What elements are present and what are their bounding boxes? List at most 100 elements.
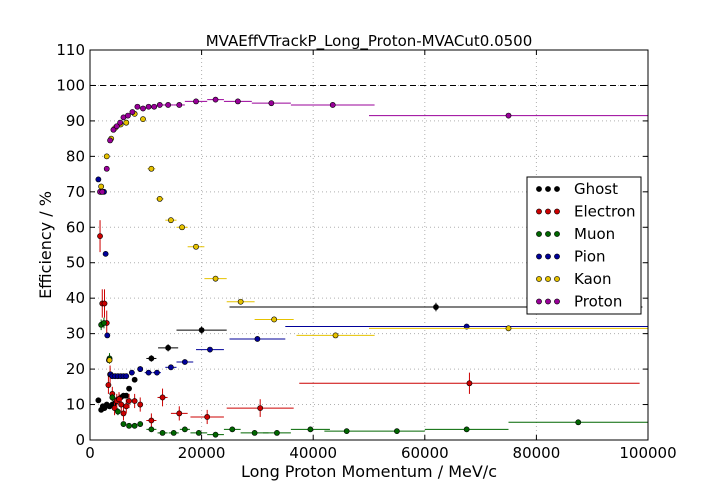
proton-point <box>113 123 120 130</box>
ghost-point <box>126 385 132 392</box>
kaon-point <box>140 116 146 123</box>
legend-marker-pion <box>536 253 542 260</box>
muon-point <box>393 428 400 435</box>
ghost-point <box>148 355 155 362</box>
electron-point <box>105 382 112 388</box>
muon-point <box>463 426 470 433</box>
electron-point <box>118 401 125 408</box>
electron-point <box>120 410 127 417</box>
muon-point <box>115 408 121 415</box>
legend-marker-muon <box>536 231 542 237</box>
legend-marker-kaon <box>536 276 542 282</box>
muon-point <box>159 430 166 436</box>
legend-entry-kaon: Kaon <box>536 270 611 288</box>
ghost-point <box>131 376 138 383</box>
legend: Ghost Electron Muon Pion Kaon Proton <box>526 176 642 315</box>
proton-point <box>107 137 113 144</box>
x-tick-label: 0 <box>85 444 95 462</box>
electron-point <box>101 300 108 307</box>
electron-point <box>148 417 155 424</box>
plot-frame <box>89 49 649 441</box>
x-tick-label: 40000 <box>289 444 337 462</box>
electron-point <box>137 401 144 408</box>
ghost-point <box>123 392 130 399</box>
pion-point <box>128 369 135 376</box>
legend-marker-electron <box>554 208 560 215</box>
proton-point <box>145 103 152 110</box>
proton-point <box>505 112 512 119</box>
proton-point <box>110 126 117 133</box>
kaon-point <box>156 196 163 202</box>
proton-point <box>134 103 141 110</box>
muon-point <box>212 431 219 438</box>
electron-point <box>97 233 103 240</box>
y-tick-label: 70 <box>66 183 85 201</box>
legend-marker-pion <box>545 253 551 260</box>
axis-ticks: 0 20000 40000 60000 80000 100000 0 10 20 30 40 50 60… <box>56 41 676 462</box>
muon-point <box>343 428 350 435</box>
x-tick-label: 60000 <box>401 444 449 462</box>
proton-point <box>156 102 163 108</box>
muon-point <box>307 426 314 433</box>
ghost-point <box>433 304 439 310</box>
kaon-point <box>103 153 110 160</box>
y-tick-label: 100 <box>56 76 85 94</box>
legend-marker-muon <box>554 231 560 237</box>
muon-point <box>131 422 138 429</box>
muon-point <box>137 421 144 427</box>
ghost-point <box>95 397 102 404</box>
proton-point <box>103 165 110 172</box>
y-tick-label: 50 <box>66 254 85 272</box>
kaon-point <box>123 119 130 126</box>
pion-point <box>254 336 261 342</box>
legend-marker-electron <box>545 208 551 215</box>
pion-point <box>181 359 188 365</box>
pion-point <box>95 176 102 183</box>
muon-point <box>195 430 202 436</box>
electron-point <box>131 398 138 404</box>
legend-entry-ghost: Ghost <box>536 180 618 198</box>
series-muon <box>98 317 648 438</box>
kaon-point <box>271 316 278 323</box>
pion-point <box>207 346 213 353</box>
y-tick-label: 0 <box>75 431 85 449</box>
kaon-point <box>505 325 512 332</box>
y-tick-label: 60 <box>66 218 85 236</box>
proton-point <box>117 119 124 126</box>
proton-point <box>140 105 146 112</box>
legend-marker-electron <box>536 208 542 215</box>
electron-point <box>176 410 183 417</box>
kaon-point <box>179 224 185 231</box>
pion-point <box>104 332 111 339</box>
pion-point <box>123 373 130 380</box>
pion-point <box>154 369 160 376</box>
x-tick-label: 20000 <box>178 444 226 462</box>
legend-entry-pion: Pion <box>536 248 606 266</box>
proton-point <box>151 103 158 110</box>
proton-point <box>99 188 106 195</box>
y-tick-label: 40 <box>66 289 85 307</box>
muon-point <box>251 430 258 436</box>
y-axis-label: Efficiency / % <box>36 191 55 299</box>
legend-entry-electron: Electron <box>536 203 636 221</box>
series-proton <box>97 96 648 195</box>
legend-marker-ghost <box>536 186 542 192</box>
proton-point <box>176 102 183 108</box>
kaon-point <box>212 275 219 282</box>
legend-label-electron: Electron <box>574 203 636 221</box>
ghost-point <box>198 327 205 333</box>
kaon-point <box>168 217 174 224</box>
kaon-point <box>332 332 339 339</box>
y-tick-label: 80 <box>66 147 85 165</box>
electron-point <box>123 403 130 410</box>
electron-point <box>204 414 211 420</box>
kaon-point <box>148 165 155 172</box>
proton-point <box>129 109 136 115</box>
kaon-point <box>98 183 105 190</box>
x-tick-label: 80000 <box>513 444 561 462</box>
proton-point <box>329 102 336 108</box>
data-series <box>95 96 648 438</box>
legend-entry-proton: Proton <box>536 293 622 311</box>
legend-label-kaon: Kaon <box>574 270 611 288</box>
